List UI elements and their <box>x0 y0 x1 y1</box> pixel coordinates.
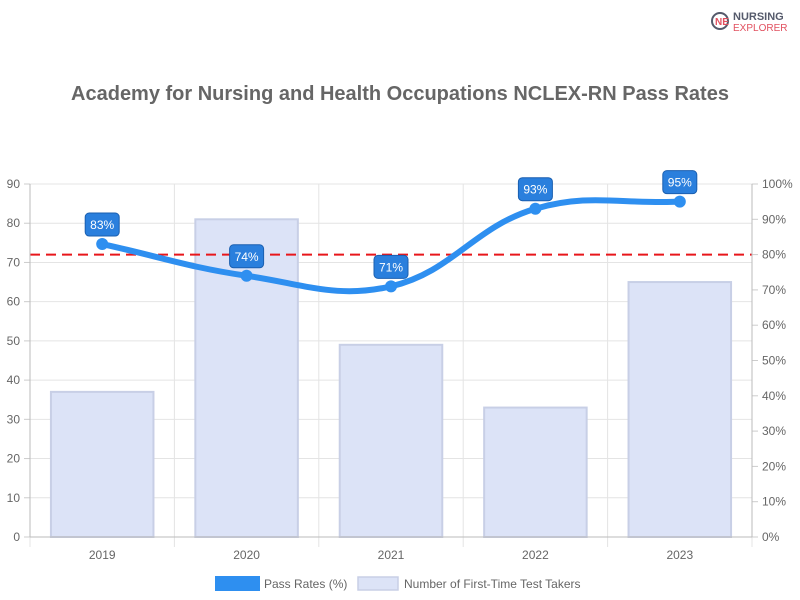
bar-2023 <box>627 281 733 538</box>
data-label: 74% <box>235 250 259 264</box>
data-label: 95% <box>668 176 692 190</box>
y-right-tick-label: 20% <box>762 459 786 473</box>
y-left-tick-label: 0 <box>13 530 20 544</box>
logo-line1: NURSING <box>733 11 784 23</box>
legend-label-pass-rates: Pass Rates (%) <box>264 577 347 591</box>
legend-swatch-test-takers <box>357 576 399 591</box>
y-right-tick-label: 40% <box>762 389 786 403</box>
y-left-tick-label: 20 <box>7 452 21 466</box>
y-left-tick-label: 30 <box>7 412 21 426</box>
nursing-explorer-logo: NE NURSING EXPLORER <box>710 8 795 34</box>
pass-rate-point-2021 <box>385 280 397 293</box>
legend-swatch-pass-rates <box>215 576 260 591</box>
data-label: 93% <box>523 183 547 197</box>
y-left-tick-label: 40 <box>7 373 21 387</box>
y-right-tick-label: 100% <box>762 177 793 191</box>
x-tick-label: 2022 <box>522 548 549 562</box>
bar-2022 <box>483 406 588 539</box>
logo-icon: NE NURSING EXPLORER <box>711 11 787 34</box>
data-label-box <box>517 177 553 202</box>
bar-2021 <box>338 343 444 538</box>
pass-rate-point-2022 <box>529 202 542 215</box>
logo-line2: EXPLORER <box>733 23 787 34</box>
x-tick-label: 2019 <box>89 548 116 562</box>
data-label-box <box>84 212 120 237</box>
data-label-box <box>662 170 698 195</box>
x-tick-label: 2023 <box>666 548 693 562</box>
data-label: 83% <box>90 218 114 232</box>
chart-title: Academy for Nursing and Health Occupatio… <box>71 83 729 105</box>
y-left-tick-label: 80 <box>7 216 21 230</box>
pass-rate-point-2023 <box>673 195 686 208</box>
y-right-tick-label: 0% <box>762 530 780 544</box>
y-left-tick-label: 90 <box>7 177 21 191</box>
pass-rate-point-2020 <box>240 269 253 282</box>
y-right-tick-label: 30% <box>762 424 786 438</box>
data-label: 71% <box>379 260 403 274</box>
y-left-tick-label: 70 <box>7 255 21 269</box>
y-left-tick-label: 60 <box>7 295 21 309</box>
x-tick-label: 2020 <box>233 548 260 562</box>
y-right-tick-label: 70% <box>762 283 786 297</box>
y-right-tick-label: 80% <box>762 248 786 262</box>
data-label-box <box>373 254 409 279</box>
y-left-tick-label: 50 <box>7 334 21 348</box>
x-tick-label: 2021 <box>378 548 405 562</box>
legend-label-test-takers: Number of First-Time Test Takers <box>404 577 580 591</box>
data-label-box <box>229 244 265 269</box>
y-left-tick-label: 10 <box>7 491 21 505</box>
pass-rate-point-2019 <box>96 238 109 251</box>
bar-2019 <box>49 390 155 538</box>
y-right-tick-label: 90% <box>762 212 786 226</box>
y-right-tick-label: 10% <box>762 495 786 509</box>
y-right-tick-label: 60% <box>762 318 786 332</box>
svg-text:NE: NE <box>715 17 729 28</box>
y-right-tick-label: 50% <box>762 354 786 368</box>
